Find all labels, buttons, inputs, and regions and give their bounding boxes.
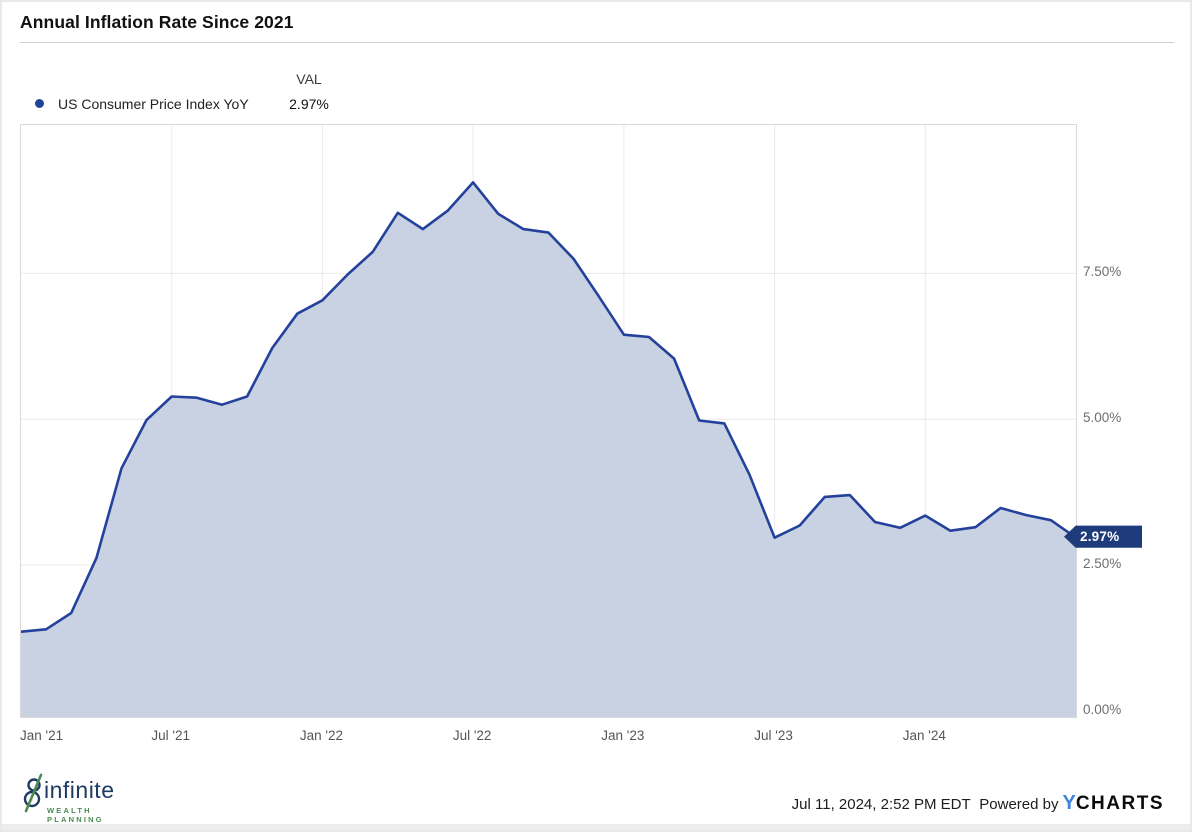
plot-area — [20, 124, 1077, 718]
value-badge: 2.97% — [1064, 525, 1142, 548]
bottom-border-strip — [2, 824, 1190, 830]
y-axis-tick-label: 0.00% — [1083, 702, 1122, 717]
x-axis-tick-label: Jul '21 — [151, 728, 190, 743]
legend-series-label: US Consumer Price Index YoY — [58, 96, 249, 112]
infinite-dollar-icon — [23, 773, 43, 813]
brand-subtitle: WEALTH PLANNING — [47, 806, 104, 824]
x-axis-tick-label: Jan '21 — [20, 728, 64, 743]
title-divider — [20, 42, 1174, 43]
powered-by-label: Powered by — [979, 796, 1059, 813]
value-badge-label: 2.97% — [1080, 529, 1120, 545]
ycharts-logo-y: Y — [1062, 792, 1076, 814]
footer-attribution: Jul 11, 2024, 2:52 PM EDT Powered by YCHA… — [792, 792, 1164, 818]
x-axis-tick-label: Jan '24 — [902, 728, 946, 743]
legend-val-header: VAL — [296, 71, 322, 87]
x-axis-tick-label: Jul '22 — [452, 728, 492, 743]
timestamp: Jul 11, 2024, 2:52 PM EDT — [791, 796, 971, 813]
y-axis-tick-label: 5.00% — [1083, 410, 1122, 426]
brand-name: infinite — [44, 777, 115, 803]
x-axis-tick-label: Jul '23 — [754, 728, 793, 743]
series-line — [21, 181, 1076, 634]
legend-dot-icon — [35, 99, 44, 108]
page-title: Annual Inflation Rate Since 2021 — [20, 12, 294, 32]
series-area-fill — [21, 182, 1076, 717]
x-axis-tick-label: Jan '22 — [299, 728, 343, 743]
legend-series-value: 2.97% — [289, 96, 329, 112]
y-axis-tick-label: 7.50% — [1083, 264, 1122, 280]
brand-logo: infinite WEALTH PLANNING — [16, 770, 136, 824]
inflation-area-chart — [21, 125, 1076, 717]
y-axis-tick-label: 2.50% — [1083, 556, 1122, 572]
ycharts-logo-text: CHARTS — [1075, 793, 1164, 814]
x-axis-tick-label: Jan '23 — [601, 728, 645, 743]
